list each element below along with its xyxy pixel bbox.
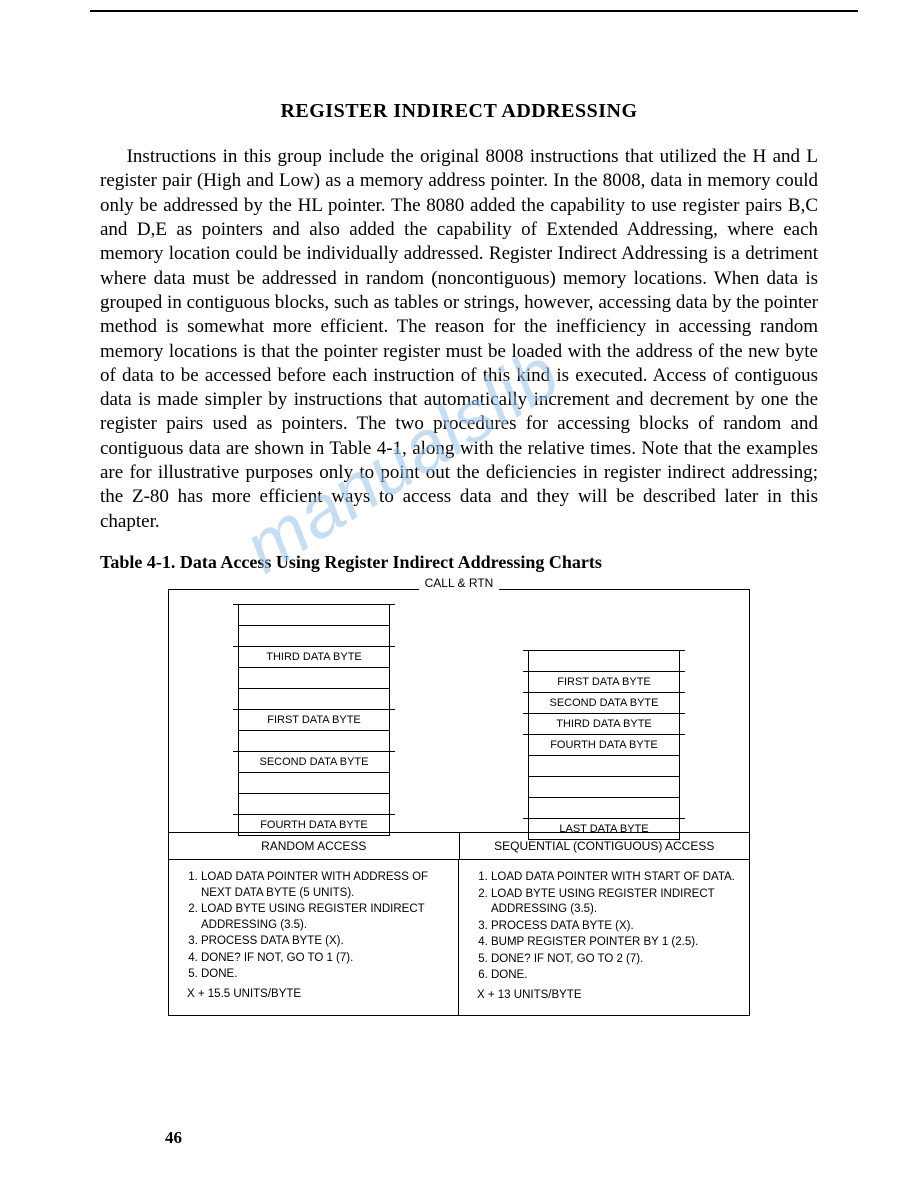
memory-block-left: THIRD DATA BYTE FIRST DATA BYTE SECOND DAT…: [238, 604, 390, 836]
memory-row: [239, 793, 389, 814]
memory-row: [239, 604, 389, 625]
page-number: 46: [165, 1128, 182, 1148]
memory-row: [529, 755, 679, 776]
chart: CALL & RTN THIRD DATA BYTEFIRST DATA BYT…: [168, 589, 750, 1016]
memory-row: [529, 650, 679, 671]
step-item: DONE? IF NOT, GO TO 1 (7).: [201, 951, 446, 967]
chart-top-label: CALL & RTN: [419, 576, 500, 590]
chart-left-diagram: THIRD DATA BYTE FIRST DATA BYTE SECOND DAT…: [169, 590, 459, 832]
step-item: BUMP REGISTER POINTER BY 1 (2.5).: [491, 935, 737, 951]
memory-row: THIRD DATA BYTE: [239, 646, 389, 667]
memory-row: [239, 625, 389, 646]
memory-row: FIRST DATA BYTE: [529, 671, 679, 692]
step-item: DONE.: [201, 967, 446, 983]
memory-row: THIRD DATA BYTE: [529, 713, 679, 734]
memory-row: FOURTH DATA BYTE: [239, 814, 389, 836]
memory-row: FOURTH DATA BYTE: [529, 734, 679, 755]
memory-row: [529, 797, 679, 818]
step-item: LOAD BYTE USING REGISTER INDIRECT ADDRES…: [491, 887, 737, 918]
chart-body-row: LOAD DATA POINTER WITH ADDRESS OF NEXT D…: [169, 860, 749, 1015]
chart-top: CALL & RTN THIRD DATA BYTEFIRST DATA BYT…: [169, 590, 749, 832]
chart-right-diagram: FIRST DATA BYTESECOND DATA BYTETHIRD DAT…: [459, 590, 749, 832]
memory-row: SECOND DATA BYTE: [529, 692, 679, 713]
page: manualslib REGISTER INDIRECT ADDRESSING …: [0, 0, 918, 1188]
memory-row: [239, 730, 389, 751]
step-item: DONE.: [491, 968, 737, 984]
step-item: LOAD BYTE USING REGISTER INDIRECT ADDRES…: [201, 902, 446, 933]
step-item: PROCESS DATA BYTE (X).: [491, 919, 737, 935]
col-header-left: RANDOM ACCESS: [169, 833, 460, 859]
memory-row: [529, 776, 679, 797]
right-total: X + 13 UNITS/BYTE: [477, 988, 737, 1004]
memory-block-right: FIRST DATA BYTESECOND DATA BYTETHIRD DAT…: [528, 650, 680, 840]
top-rule: [90, 10, 858, 12]
body-paragraph: Instructions in this group include the o…: [100, 145, 818, 534]
right-steps-cell: LOAD DATA POINTER WITH START OF DATA.LOA…: [459, 860, 749, 1015]
memory-row: [239, 688, 389, 709]
memory-row: FIRST DATA BYTE: [239, 709, 389, 730]
left-steps-list: LOAD DATA POINTER WITH ADDRESS OF NEXT D…: [187, 870, 446, 983]
step-item: PROCESS DATA BYTE (X).: [201, 934, 446, 950]
table-caption: Table 4-1. Data Access Using Register In…: [100, 552, 818, 573]
left-steps-cell: LOAD DATA POINTER WITH ADDRESS OF NEXT D…: [169, 860, 459, 1015]
step-item: DONE? IF NOT, GO TO 2 (7).: [491, 952, 737, 968]
right-steps-list: LOAD DATA POINTER WITH START OF DATA.LOA…: [477, 870, 737, 984]
step-item: LOAD DATA POINTER WITH START OF DATA.: [491, 870, 737, 886]
memory-row: [239, 772, 389, 793]
memory-row: [239, 667, 389, 688]
memory-row: SECOND DATA BYTE: [239, 751, 389, 772]
memory-row: LAST DATA BYTE: [529, 818, 679, 840]
step-item: LOAD DATA POINTER WITH ADDRESS OF NEXT D…: [201, 870, 446, 901]
page-title: REGISTER INDIRECT ADDRESSING: [100, 100, 818, 123]
left-total: X + 15.5 UNITS/BYTE: [187, 987, 446, 1003]
